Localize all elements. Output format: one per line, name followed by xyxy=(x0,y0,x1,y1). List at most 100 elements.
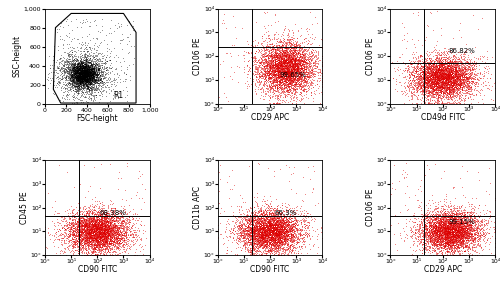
Point xyxy=(107,237,115,242)
Point xyxy=(272,222,280,226)
Point xyxy=(84,74,92,78)
Point xyxy=(276,235,283,240)
Point xyxy=(414,73,422,77)
Point xyxy=(276,60,284,65)
Point xyxy=(284,229,292,234)
Point xyxy=(402,174,410,179)
Point xyxy=(90,227,98,232)
Point xyxy=(446,226,454,231)
Point xyxy=(292,72,300,77)
Point xyxy=(478,232,486,237)
Point xyxy=(84,216,92,221)
Point xyxy=(272,238,280,243)
Point xyxy=(282,220,290,224)
Point xyxy=(268,237,276,242)
Point xyxy=(294,68,302,72)
Point xyxy=(298,49,306,53)
Point xyxy=(80,209,88,214)
Point xyxy=(445,230,453,234)
Point xyxy=(103,229,111,233)
Point xyxy=(463,230,471,234)
Point xyxy=(291,216,299,221)
Point xyxy=(278,87,285,92)
Point xyxy=(428,73,436,77)
Point xyxy=(260,232,268,236)
Point xyxy=(84,73,92,78)
Point xyxy=(292,77,300,81)
Point xyxy=(435,61,443,66)
Point xyxy=(258,233,266,238)
Point xyxy=(437,96,445,100)
Point xyxy=(85,231,93,235)
Point xyxy=(100,235,108,239)
Point xyxy=(266,225,274,229)
Point xyxy=(108,218,116,222)
Point xyxy=(483,229,491,234)
Point xyxy=(465,218,473,223)
Point xyxy=(258,212,266,216)
Point xyxy=(261,235,269,240)
Point xyxy=(452,212,460,217)
Point xyxy=(436,217,444,222)
Point xyxy=(466,235,473,240)
Point xyxy=(260,230,268,234)
Point xyxy=(90,212,98,217)
Point xyxy=(448,231,456,236)
Point xyxy=(78,218,86,223)
Point xyxy=(467,77,475,81)
Point xyxy=(82,57,90,61)
Point xyxy=(262,238,270,242)
Point xyxy=(265,246,273,251)
Point xyxy=(96,231,104,236)
Point xyxy=(108,242,116,246)
Point xyxy=(78,236,86,241)
Point xyxy=(456,227,464,232)
Point xyxy=(402,224,410,228)
Point xyxy=(316,70,324,75)
Point xyxy=(280,74,288,79)
Point xyxy=(264,229,272,233)
Point xyxy=(76,65,84,70)
Point xyxy=(235,226,243,230)
Point xyxy=(226,65,234,70)
Point xyxy=(252,213,260,217)
Point xyxy=(96,217,104,221)
Point xyxy=(298,69,306,74)
Point xyxy=(92,214,100,219)
Point xyxy=(98,70,106,75)
Point xyxy=(114,240,122,245)
Point xyxy=(67,70,75,75)
Point xyxy=(75,78,83,82)
Point xyxy=(98,241,106,246)
Point xyxy=(290,53,298,57)
Point xyxy=(420,230,428,234)
Point xyxy=(262,46,270,50)
Point xyxy=(77,81,85,85)
Point xyxy=(85,63,93,68)
Point xyxy=(58,36,66,41)
Point xyxy=(259,222,267,226)
Point xyxy=(254,209,262,214)
Point xyxy=(83,76,91,81)
Point xyxy=(258,73,266,77)
Point xyxy=(460,230,468,234)
Point xyxy=(446,214,454,219)
Point xyxy=(276,219,284,223)
Point xyxy=(72,226,80,231)
Point xyxy=(280,233,288,238)
Point xyxy=(454,227,462,232)
Point xyxy=(432,80,440,84)
Point xyxy=(455,75,463,79)
Point xyxy=(312,81,320,86)
Point xyxy=(446,241,454,246)
Point xyxy=(84,222,92,226)
Point xyxy=(271,67,279,72)
Point xyxy=(297,58,305,63)
Point xyxy=(452,227,460,232)
Point xyxy=(259,216,267,220)
Point xyxy=(96,224,104,229)
Point xyxy=(444,74,452,79)
Point xyxy=(248,204,256,209)
Point xyxy=(120,233,128,238)
Point xyxy=(473,253,481,258)
